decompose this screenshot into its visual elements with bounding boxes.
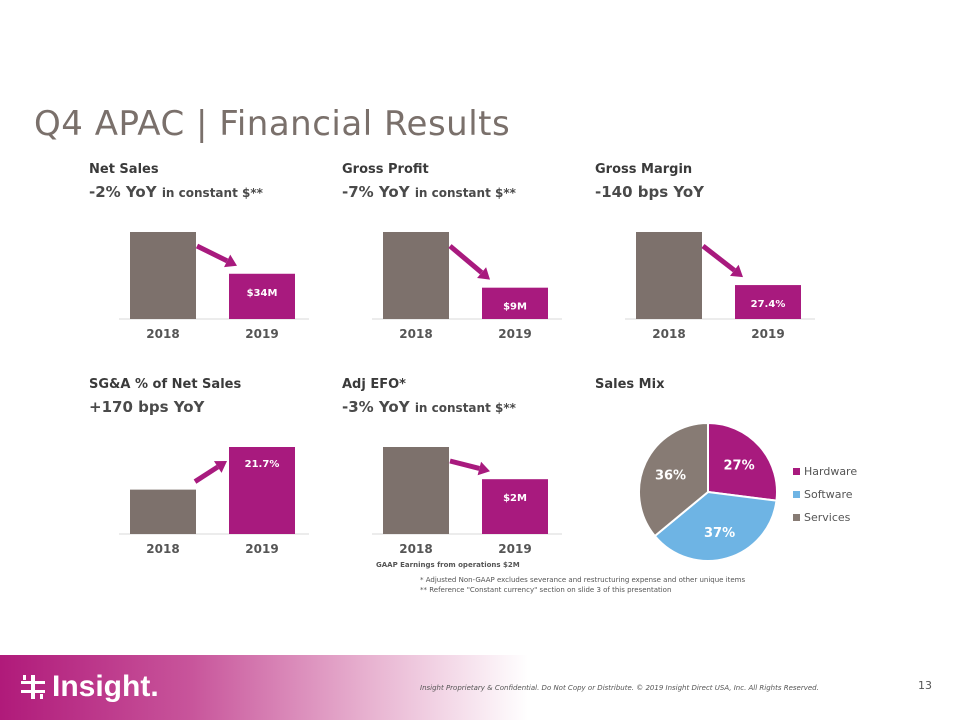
kpi-metric: -7% YoY in constant $** (342, 183, 516, 201)
trend-down-arrow-icon (449, 458, 490, 476)
slide-title: Q4 APAC | Financial Results (34, 104, 511, 144)
trend-down-arrow-icon (195, 243, 237, 268)
gaap-note: GAAP Earnings from operations $2M (376, 561, 520, 569)
kpi-bar-chart: 2018 2019 27.4% (625, 232, 815, 341)
kpi-sga: SG&A % of Net Sales +170 bps YoY 2018 2019 2… (89, 377, 339, 557)
legend-item-hardware: Hardware (793, 460, 857, 483)
data-label: $9M (503, 302, 527, 313)
kpi-metric-value: -3% YoY (342, 398, 410, 416)
x-tick-label: 2018 (146, 542, 179, 556)
x-tick-label: 2019 (245, 327, 278, 341)
x-tick-label: 2019 (751, 327, 784, 341)
kpi-gross-profit: Gross Profit -7% YoY in constant $** 2018 2… (342, 162, 592, 342)
data-label: $2M (503, 493, 527, 504)
kpi-bar-chart: 2018 2019 $34M (119, 232, 309, 341)
kpi-bar-chart: 2018 2019 21.7% (119, 447, 309, 556)
footnote-adjusted: * Adjusted Non-GAAP excludes severance a… (420, 576, 746, 584)
kpi-metric: -3% YoY in constant $** (342, 398, 516, 416)
kpi-metric-value: -2% YoY (89, 183, 157, 201)
x-tick-label: 2019 (245, 542, 278, 556)
trend-down-arrow-icon (701, 244, 743, 278)
sales-mix-panel: Sales Mix (595, 377, 875, 557)
page-number: 13 (918, 679, 932, 692)
x-tick-label: 2018 (399, 542, 432, 556)
kpi-bar-chart: 2018 2019 $2M (372, 447, 562, 556)
kpi-label: SG&A % of Net Sales (89, 377, 242, 392)
legend-item-services: Services (793, 506, 857, 529)
kpi-label: Gross Profit (342, 162, 429, 177)
data-label: 27.4% (751, 299, 786, 310)
services-swatch (793, 514, 800, 521)
kpi-metric: +170 bps YoY (89, 398, 204, 416)
pie-slice-software (653, 490, 778, 562)
kpi-metric-value: -7% YoY (342, 183, 410, 201)
legend-label-hardware: Hardware (804, 465, 858, 478)
confidential-notice: Insight Proprietary & Confidential. Do N… (420, 684, 819, 692)
kpi-label: Adj EFO* (342, 377, 406, 392)
insight-logo-text: Insight. (52, 670, 159, 703)
bar-2018 (383, 232, 449, 319)
insight-logo: Insight. (20, 670, 159, 704)
hardware-swatch (793, 468, 800, 475)
x-tick-label: 2019 (498, 542, 531, 556)
kpi-bar-chart: 2018 2019 $9M (372, 232, 562, 341)
data-label: $34M (247, 288, 278, 299)
pie-slice-services (638, 421, 709, 538)
insight-logo-icon (21, 675, 45, 699)
kpi-metric-note: in constant $** (161, 186, 263, 200)
x-tick-label: 2018 (146, 327, 179, 341)
kpi-label: Gross Margin (595, 162, 693, 177)
footer-band (0, 655, 960, 720)
kpi-metric: -2% YoY in constant $** (89, 183, 263, 201)
kpi-net-sales: Net Sales -2% YoY in constant $** 2018 2019… (89, 162, 339, 342)
bar-2019 (482, 479, 548, 534)
x-tick-label: 2018 (652, 327, 685, 341)
kpi-metric: -140 bps YoY (595, 183, 704, 201)
legend-item-software: Software (793, 483, 857, 506)
footnote-constant-currency: ** Reference "Constant currency" section… (420, 586, 672, 594)
software-swatch (793, 491, 800, 498)
data-label: 21.7% (245, 459, 280, 470)
bar-2019 (229, 273, 295, 319)
pie-data-label: 37% (704, 526, 735, 541)
bar-2018 (130, 489, 196, 534)
kpi-metric-note: in constant $** (414, 186, 516, 200)
sales-mix-legend: Hardware Software Services (793, 460, 857, 529)
legend-label-software: Software (804, 488, 853, 501)
x-tick-label: 2019 (498, 327, 531, 341)
legend-label-services: Services (804, 511, 851, 524)
bar-2019 (735, 285, 801, 319)
pie-data-label: 36% (655, 468, 686, 483)
bar-2018 (383, 447, 449, 534)
sales-mix-label: Sales Mix (595, 377, 665, 392)
kpi-metric-value: -140 bps YoY (595, 183, 705, 201)
pie-slice-hardware (707, 421, 778, 502)
kpi-metric-note: in constant $** (414, 401, 516, 415)
sales-mix-pie-chart: 27% 37% 36% (638, 421, 778, 562)
kpi-adj-efo: Adj EFO* -3% YoY in constant $** 2018 2019 $… (342, 377, 592, 557)
trend-down-arrow-icon (448, 244, 490, 280)
x-tick-label: 2018 (399, 327, 432, 341)
bar-2019 (229, 447, 295, 534)
bar-2018 (130, 232, 196, 319)
kpi-label: Net Sales (89, 162, 159, 177)
trend-up-arrow-icon (193, 461, 227, 484)
pie-data-label: 27% (723, 459, 754, 474)
bar-2018 (636, 232, 702, 319)
kpi-metric-value: +170 bps YoY (89, 398, 205, 416)
bar-2019 (482, 287, 548, 319)
kpi-gross-margin: Gross Margin -140 bps YoY 2018 2019 27.4% (595, 162, 845, 342)
